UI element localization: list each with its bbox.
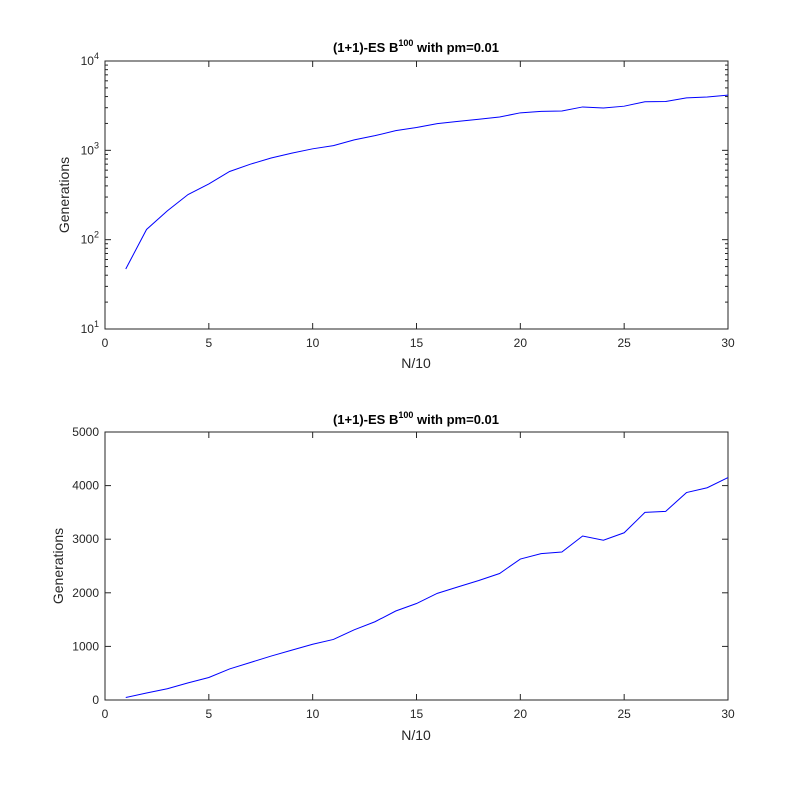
chart-title: (1+1)-ES B100 with pm=0.01 (333, 38, 499, 55)
y-axis-label: Generations (50, 528, 66, 604)
y-tick-label: 101 (81, 319, 99, 336)
y-tick-label: 104 (81, 51, 99, 68)
series-line (125, 94, 729, 270)
x-tick-label: 20 (514, 336, 528, 350)
linear-scale-chart: (1+1)-ES B100 with pm=0.01 0 5 10 15 20 25 30 … (50, 410, 735, 743)
chart-title: (1+1)-ES B100 with pm=0.01 (333, 410, 499, 427)
x-tick-label: 0 (102, 707, 109, 721)
x-axis-label: N/10 (401, 727, 431, 743)
x-tick-label: 15 (410, 707, 424, 721)
x-tick-label: 5 (205, 336, 212, 350)
y-tick-label: 3000 (72, 532, 99, 546)
y-axis-label: Generations (56, 157, 72, 233)
x-axis: 0 5 10 15 20 25 30 (102, 61, 735, 350)
y-tick-label: 103 (81, 140, 99, 157)
x-tick-label: 15 (410, 336, 424, 350)
x-tick-label: 25 (617, 336, 631, 350)
x-tick-label: 20 (514, 707, 528, 721)
x-tick-label: 30 (721, 336, 735, 350)
y-tick-label: 4000 (72, 479, 99, 493)
y-tick-label: 102 (81, 230, 99, 247)
x-tick-label: 30 (721, 707, 735, 721)
x-axis-label: N/10 (401, 355, 431, 371)
y-tick-label: 2000 (72, 586, 99, 600)
x-tick-label: 25 (617, 707, 631, 721)
y-axis: 0 1000 2000 3000 4000 5000 (72, 425, 728, 707)
y-tick-label: 1000 (72, 639, 99, 653)
x-axis: 0 5 10 15 20 25 30 (102, 432, 735, 721)
x-tick-label: 5 (205, 707, 212, 721)
y-tick-label: 5000 (72, 425, 99, 439)
x-tick-label: 0 (102, 336, 109, 350)
y-tick-label: 0 (92, 693, 99, 707)
x-tick-label: 10 (306, 336, 320, 350)
y-axis: 101 102 103 104 (81, 51, 728, 336)
log-scale-chart: (1+1)-ES B100 with pm=0.01 0 5 10 15 20 25 30 … (56, 38, 735, 371)
series-line (125, 477, 729, 698)
x-tick-label: 10 (306, 707, 320, 721)
